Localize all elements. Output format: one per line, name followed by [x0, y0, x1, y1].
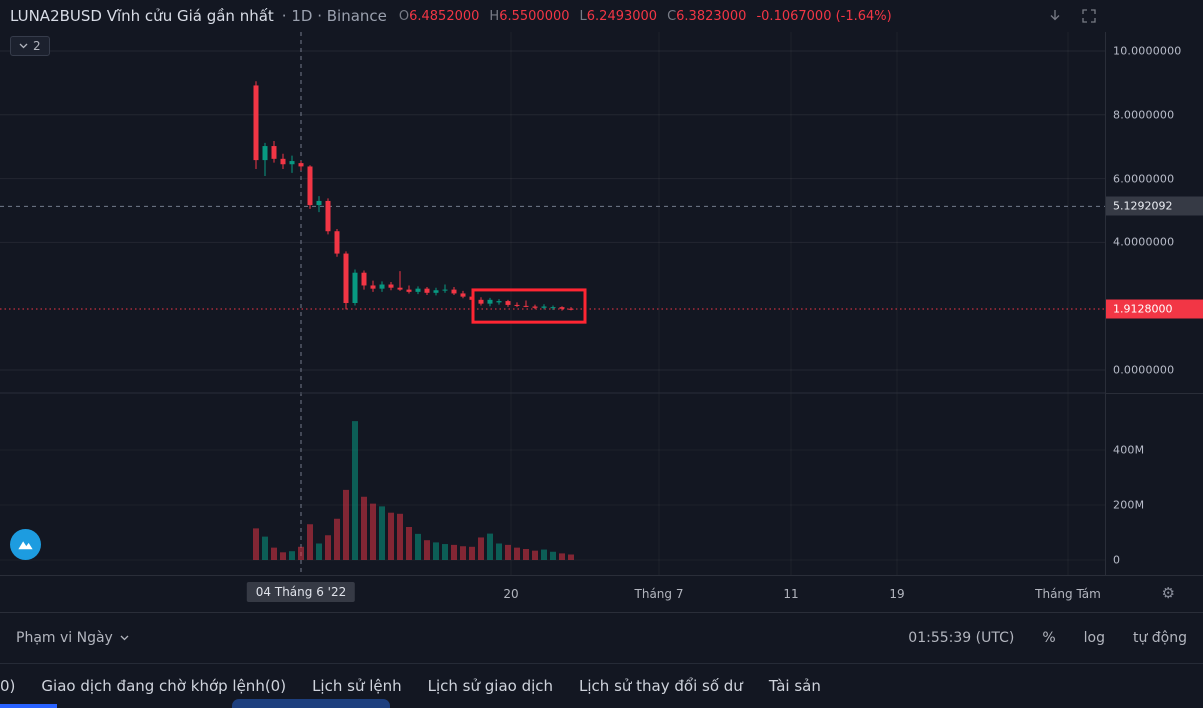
bottom-tabs: 0) Giao dịch đang chờ khớp lệnh(0) Lịch … [0, 663, 1203, 708]
clock-utc[interactable]: 01:55:39 (UTC) [908, 630, 1015, 646]
time-axis-label: 11 [783, 587, 799, 601]
price-axis-label: 4.0000000 [1113, 235, 1175, 249]
popup-edge [232, 699, 390, 708]
chevron-down-icon [19, 43, 28, 49]
pane-separator [1106, 393, 1203, 394]
tab-order-history[interactable]: Lịch sử lệnh [312, 677, 402, 695]
date-range-label: Phạm vi Ngày [16, 630, 113, 646]
price-axis-label: 200M [1113, 498, 1145, 512]
low-field: L6.2493000 [580, 9, 658, 24]
auto-toggle[interactable]: tự động [1132, 630, 1187, 646]
active-tab-indicator [0, 704, 57, 708]
high-field: H6.5500000 [489, 9, 569, 24]
close-value: 6.3823000 [676, 8, 747, 24]
candlestick-chart[interactable] [0, 32, 1105, 575]
legend-collapse-button[interactable]: 2 [10, 36, 50, 56]
settings-gear-icon[interactable]: ⚙ [1161, 584, 1175, 602]
exchange-logo[interactable] [10, 529, 41, 560]
price-axis[interactable]: 5.1292092 1.9128000 10.0000000 8.0000000 6… [1105, 32, 1203, 575]
crosshair-price-badge: 5.1292092 [1106, 196, 1203, 216]
date-range-button[interactable]: Phạm vi Ngày [16, 630, 129, 646]
mountain-icon [18, 541, 33, 550]
tab-assets[interactable]: Tài sản [768, 677, 821, 695]
tab-positions-partial[interactable]: 0) [0, 677, 16, 695]
symbol-title[interactable]: LUNA2BUSD Vĩnh cửu Giá gần nhất [10, 7, 274, 25]
chevron-down-icon [120, 635, 129, 641]
tab-open-orders[interactable]: Giao dịch đang chờ khớp lệnh(0) [41, 677, 287, 695]
open-field: O6.4852000 [399, 9, 480, 24]
time-axis[interactable]: 04 Tháng 6 '22 ⚙ 20 Tháng 7 11 19 Tháng Tám [0, 575, 1203, 613]
low-label: L [579, 8, 587, 24]
high-value: 6.5500000 [499, 8, 570, 24]
price-axis-label: 0 [1113, 553, 1121, 567]
close-label: C [667, 8, 677, 24]
chart-header: LUNA2BUSD Vĩnh cửu Giá gần nhất · 1D · B… [0, 0, 1203, 32]
axis-toggles: 01:55:39 (UTC) % log tự động [908, 630, 1187, 646]
chart-area: 5.1292092 1.9128000 10.0000000 8.0000000 6… [0, 32, 1203, 575]
close-field: C6.3823000 [667, 9, 746, 24]
interval-exchange: · 1D · Binance [281, 7, 387, 25]
fullscreen-icon[interactable] [1081, 8, 1097, 24]
tab-balance-history[interactable]: Lịch sử thay đổi số dư [579, 677, 743, 695]
low-value: 6.2493000 [586, 8, 658, 24]
price-axis-label: 8.0000000 [1113, 108, 1175, 122]
header-icons [1047, 8, 1097, 24]
time-axis-label: 19 [889, 587, 905, 601]
bottom-toolbar: Phạm vi Ngày 01:55:39 (UTC) % log tự độn… [0, 613, 1203, 663]
price-axis-label: 0.0000000 [1113, 363, 1175, 377]
high-label: H [489, 8, 500, 24]
price-axis-label: 6.0000000 [1113, 172, 1175, 186]
percent-toggle[interactable]: % [1042, 630, 1056, 646]
time-axis-label: Tháng 7 [634, 587, 684, 601]
price-axis-label: 400M [1113, 443, 1145, 457]
log-toggle[interactable]: log [1083, 630, 1105, 646]
last-price-badge: 1.9128000 [1106, 299, 1203, 319]
legend-count: 2 [33, 39, 41, 53]
arrow-down-icon[interactable] [1047, 8, 1063, 24]
open-label: O [398, 8, 410, 24]
open-value: 6.4852000 [409, 8, 480, 24]
time-axis-label: 20 [503, 587, 519, 601]
ohlc-values: O6.4852000 H6.5500000 L6.2493000 C6.3823… [399, 9, 892, 24]
crosshair-date-badge: 04 Tháng 6 '22 [246, 582, 356, 602]
price-axis-label: 10.0000000 [1113, 44, 1182, 58]
tab-trade-history[interactable]: Lịch sử giao dịch [427, 677, 554, 695]
change-value: -0.1067000 (-1.64%) [756, 8, 892, 24]
time-axis-label: Tháng Tám [1035, 587, 1101, 601]
